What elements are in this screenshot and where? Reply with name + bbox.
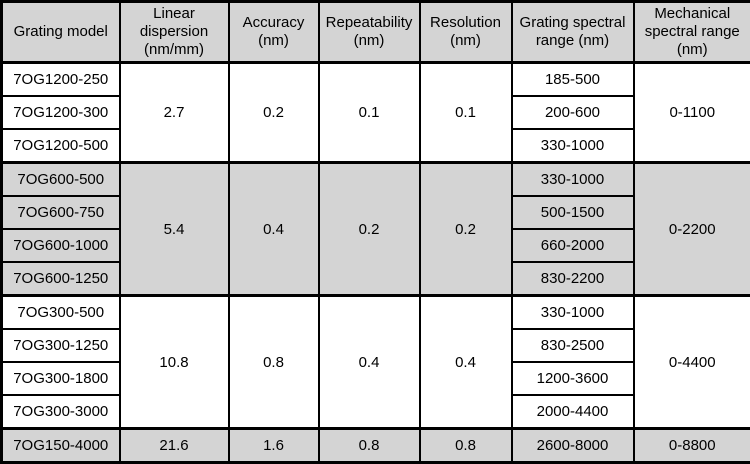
grating-range-cell: 2000-4400 — [512, 395, 634, 429]
header-grating-model: Grating model — [2, 2, 120, 63]
table-row: 7OG300-500 10.8 0.8 0.4 0.4 330-1000 0-4… — [2, 296, 750, 330]
model-cell: 7OG300-1800 — [2, 362, 120, 395]
grating-range-cell: 2600-8000 — [512, 429, 634, 463]
model-cell: 7OG600-500 — [2, 163, 120, 197]
repeatability-cell: 0.1 — [319, 63, 420, 163]
model-cell: 7OG300-1250 — [2, 329, 120, 362]
repeatability-cell: 0.8 — [319, 429, 420, 463]
header-grating-spectral-range: Grating spectral range (nm) — [512, 2, 634, 63]
model-cell: 7OG300-3000 — [2, 395, 120, 429]
model-cell: 7OG150-4000 — [2, 429, 120, 463]
grating-range-cell: 830-2500 — [512, 329, 634, 362]
grating-range-cell: 830-2200 — [512, 262, 634, 296]
model-cell: 7OG600-750 — [2, 196, 120, 229]
table-row: 7OG1200-250 2.7 0.2 0.1 0.1 185-500 0-11… — [2, 63, 750, 97]
model-cell: 7OG1200-250 — [2, 63, 120, 97]
grating-range-cell: 660-2000 — [512, 229, 634, 262]
model-cell: 7OG600-1000 — [2, 229, 120, 262]
grating-range-cell: 330-1000 — [512, 296, 634, 330]
model-cell: 7OG300-500 — [2, 296, 120, 330]
model-cell: 7OG1200-500 — [2, 129, 120, 163]
header-linear-dispersion: Linear dispersion (nm/mm) — [120, 2, 229, 63]
linear-dispersion-cell: 5.4 — [120, 163, 229, 296]
linear-dispersion-cell: 10.8 — [120, 296, 229, 429]
mechanical-range-cell: 0-1100 — [634, 63, 750, 163]
header-row: Grating model Linear dispersion (nm/mm) … — [2, 2, 750, 63]
resolution-cell: 0.8 — [420, 429, 512, 463]
table-row: 7OG600-500 5.4 0.4 0.2 0.2 330-1000 0-22… — [2, 163, 750, 197]
accuracy-cell: 1.6 — [229, 429, 319, 463]
grating-range-cell: 200-600 — [512, 96, 634, 129]
resolution-cell: 0.2 — [420, 163, 512, 296]
model-cell: 7OG600-1250 — [2, 262, 120, 296]
mechanical-range-cell: 0-8800 — [634, 429, 750, 463]
accuracy-cell: 0.8 — [229, 296, 319, 429]
grating-range-cell: 330-1000 — [512, 129, 634, 163]
grating-range-cell: 330-1000 — [512, 163, 634, 197]
table-row: 7OG150-4000 21.6 1.6 0.8 0.8 2600-8000 0… — [2, 429, 750, 463]
repeatability-cell: 0.2 — [319, 163, 420, 296]
resolution-cell: 0.4 — [420, 296, 512, 429]
resolution-cell: 0.1 — [420, 63, 512, 163]
model-cell: 7OG1200-300 — [2, 96, 120, 129]
mechanical-range-cell: 0-2200 — [634, 163, 750, 296]
grating-range-cell: 185-500 — [512, 63, 634, 97]
linear-dispersion-cell: 2.7 — [120, 63, 229, 163]
header-mechanical-spectral-range: Mechanical spectral range (nm) — [634, 2, 750, 63]
header-accuracy: Accuracy (nm) — [229, 2, 319, 63]
repeatability-cell: 0.4 — [319, 296, 420, 429]
mechanical-range-cell: 0-4400 — [634, 296, 750, 429]
grating-range-cell: 1200-3600 — [512, 362, 634, 395]
accuracy-cell: 0.4 — [229, 163, 319, 296]
header-resolution: Resolution (nm) — [420, 2, 512, 63]
grating-range-cell: 500-1500 — [512, 196, 634, 229]
linear-dispersion-cell: 21.6 — [120, 429, 229, 463]
accuracy-cell: 0.2 — [229, 63, 319, 163]
header-repeatability: Repeatability (nm) — [319, 2, 420, 63]
